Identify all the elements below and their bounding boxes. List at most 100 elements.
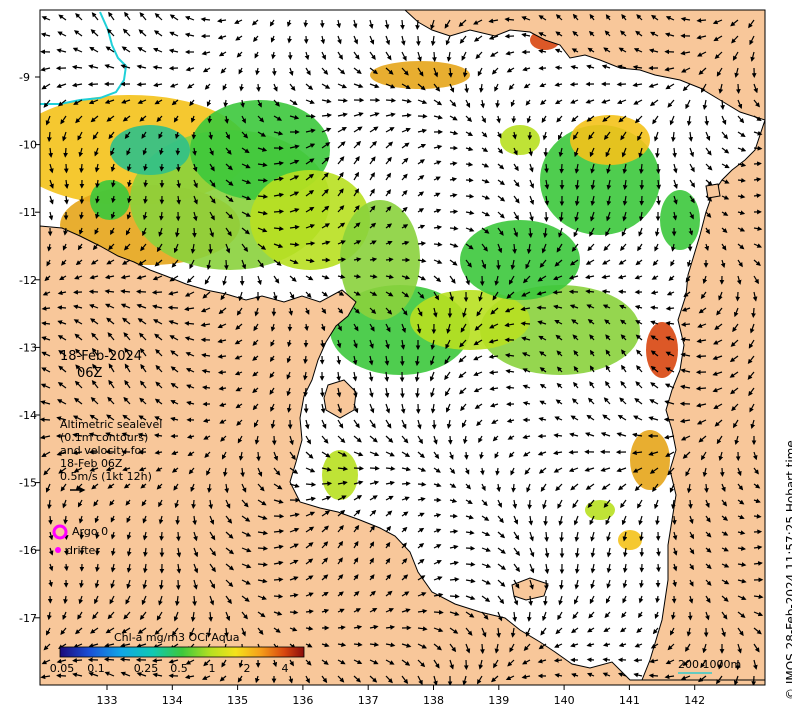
velocity-arrow xyxy=(71,82,83,88)
velocity-arrow xyxy=(321,240,331,246)
velocity-arrow xyxy=(417,208,425,213)
velocity-arrow xyxy=(225,163,233,171)
velocity-arrow xyxy=(120,64,131,69)
velocity-arrow xyxy=(63,227,68,236)
velocity-arrow xyxy=(106,259,115,265)
velocity-arrow xyxy=(120,274,131,280)
velocity-arrow xyxy=(632,64,643,70)
velocity-arrow xyxy=(464,83,469,94)
velocity-arrow xyxy=(255,67,260,76)
velocity-arrow xyxy=(241,211,251,217)
velocity-arrow xyxy=(543,515,549,526)
velocity-arrow xyxy=(636,14,643,21)
velocity-arrow xyxy=(192,147,197,156)
velocity-arrow xyxy=(667,99,675,108)
velocity-arrow xyxy=(184,32,195,38)
velocity-arrow xyxy=(401,127,411,133)
velocity-arrow xyxy=(587,47,595,53)
velocity-arrow xyxy=(620,243,627,252)
velocity-arrow xyxy=(305,189,315,197)
velocity-arrow xyxy=(721,195,730,200)
velocity-arrow xyxy=(670,259,675,267)
velocity-arrow xyxy=(496,259,501,271)
velocity-arrow xyxy=(56,83,67,89)
velocity-arrow xyxy=(571,243,579,252)
land-groote-eylandt xyxy=(323,379,357,419)
velocity-arrow xyxy=(384,19,390,30)
velocity-arrow xyxy=(735,291,741,302)
velocity-arrow xyxy=(648,673,659,679)
velocity-arrow xyxy=(270,35,276,43)
velocity-arrow xyxy=(617,64,627,70)
velocity-arrow xyxy=(606,163,611,174)
chlorophyll-patch xyxy=(500,125,540,155)
velocity-arrow xyxy=(601,64,611,70)
y-tick-label: -14 xyxy=(19,409,37,422)
velocity-arrow xyxy=(552,289,563,295)
velocity-arrow xyxy=(737,259,743,268)
velocity-arrow xyxy=(417,99,428,105)
velocity-arrow xyxy=(337,156,345,165)
velocity-arrow xyxy=(153,82,163,88)
velocity-arrow xyxy=(369,274,378,279)
velocity-arrow xyxy=(680,16,691,22)
velocity-arrow xyxy=(696,18,707,23)
velocity-arrow xyxy=(574,179,580,190)
velocity-arrow xyxy=(79,211,84,220)
velocity-arrow xyxy=(465,115,473,123)
y-tick-label: -13 xyxy=(19,341,37,354)
velocity-arrow xyxy=(108,243,115,251)
velocity-arrow xyxy=(689,211,694,220)
velocity-arrow xyxy=(60,115,67,125)
velocity-arrow xyxy=(176,195,181,205)
velocity-arrow xyxy=(257,259,264,268)
velocity-arrow xyxy=(319,387,325,398)
y-tick-label: -12 xyxy=(19,274,37,287)
velocity-arrow xyxy=(753,130,763,136)
velocity-arrow xyxy=(401,157,409,165)
velocity-arrow xyxy=(449,225,459,231)
y-tick-label: -16 xyxy=(19,544,37,557)
velocity-arrow xyxy=(287,35,292,44)
velocity-arrow xyxy=(449,161,458,166)
velocity-arrow xyxy=(433,192,441,198)
velocity-arrow xyxy=(670,243,676,252)
velocity-arrow xyxy=(511,483,516,493)
velocity-arrow xyxy=(353,188,360,197)
velocity-arrow xyxy=(137,99,147,104)
velocity-arrow xyxy=(217,34,227,40)
velocity-arrow xyxy=(286,19,292,27)
velocity-arrow xyxy=(40,32,51,38)
velocity-arrow xyxy=(122,28,131,37)
velocity-arrow xyxy=(721,243,727,251)
velocity-arrow xyxy=(337,35,342,45)
velocity-arrow xyxy=(289,609,299,615)
velocity-arrow xyxy=(650,305,659,311)
velocity-arrow xyxy=(257,147,268,152)
velocity-arrow xyxy=(749,35,755,46)
velocity-arrow xyxy=(49,163,54,174)
velocity-arrow xyxy=(385,189,392,197)
velocity-arrow xyxy=(321,51,326,60)
velocity-arrow xyxy=(200,17,211,22)
velocity-arrow xyxy=(289,175,300,181)
velocity-arrow xyxy=(304,51,310,61)
velocity-arrow xyxy=(497,227,504,236)
velocity-arrow xyxy=(353,140,362,149)
velocity-arrow xyxy=(369,172,375,181)
velocity-arrow xyxy=(385,156,392,165)
argo-label: Argo 0 xyxy=(72,525,109,538)
velocity-arrow xyxy=(605,14,611,21)
velocity-arrow xyxy=(137,47,147,53)
velocity-arrow xyxy=(273,243,284,249)
velocity-arrow xyxy=(385,67,394,75)
velocity-arrow xyxy=(77,131,83,141)
velocity-arrows xyxy=(40,11,764,685)
velocity-arrow xyxy=(123,243,131,251)
velocity-arrow xyxy=(552,275,563,281)
velocity-arrow xyxy=(527,499,533,510)
velocity-arrow xyxy=(48,147,54,158)
annotation-line-2: (0.1m contours) xyxy=(60,431,149,444)
velocity-arrow xyxy=(685,275,691,283)
chlorophyll-patch xyxy=(618,530,642,550)
